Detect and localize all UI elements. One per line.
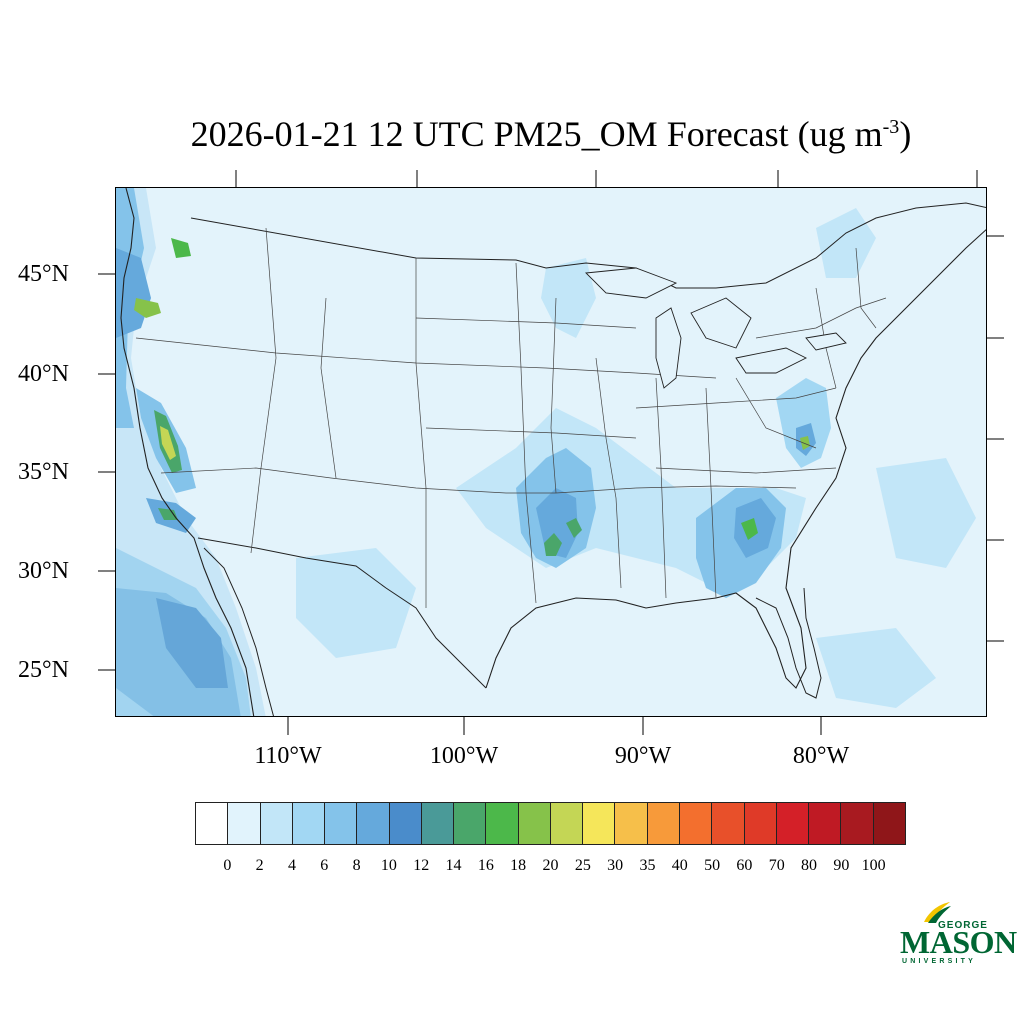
pacific-plume-inner (156, 598, 228, 688)
lon-label-90w: 90°W (614, 743, 672, 769)
colorbar-box (550, 803, 584, 844)
state-boundaries (135, 227, 887, 608)
colorbar-labels: 0 2 4 6 8 10 12 14 16 18 20 25 30 35 40 50 60 70 80 90 100 (195, 856, 906, 876)
colorbar-label: 20 (542, 857, 559, 874)
mexico-border (197, 537, 487, 689)
lon-label-110w: 110°W (254, 743, 322, 769)
map-canvas (116, 188, 986, 716)
colorbar-label: 70 (768, 857, 785, 874)
colorbar-box (292, 803, 326, 844)
colorbar-box (809, 803, 842, 844)
colorbar-label: 25 (574, 857, 591, 874)
colorbar-label: 14 (445, 857, 462, 874)
arklatex-green-2 (566, 518, 582, 538)
colorbar-box (260, 803, 293, 844)
colorbar-label: 40 (671, 857, 688, 874)
colorbar-box (744, 803, 777, 844)
logo-university-text: UNIVERSITY (902, 958, 977, 965)
colorbar-box (841, 803, 874, 844)
colorbar-label: 50 (704, 857, 721, 874)
lon-label-100w: 100°W (429, 743, 499, 769)
baja-coastline (203, 547, 274, 716)
colorbar-label: 16 (477, 857, 494, 874)
canada-border (190, 202, 986, 289)
colorbar-box (647, 803, 680, 844)
lat-label-45n: 45°N (18, 261, 69, 287)
colorbar-box (518, 803, 551, 844)
lat-label-30n: 30°N (18, 558, 69, 584)
logo-george-text: GEORGE (938, 920, 988, 931)
atlantic-patch (876, 458, 976, 568)
great-lakes-plume (541, 258, 596, 338)
florida-coastline (755, 587, 822, 699)
colorbar-label: 8 (352, 857, 361, 874)
colorbar-label: 18 (510, 857, 527, 874)
arklatex-green (544, 533, 562, 556)
colorbar-box (454, 803, 487, 844)
colorbar-box (679, 803, 713, 844)
colorbar-box (712, 803, 745, 844)
georgia-green (741, 518, 758, 540)
map-title: 2026-01-21 12 UTC PM25_OM Forecast (ug m… (0, 112, 1024, 156)
colorbar-label: 100 (861, 857, 886, 874)
colorbar-box (873, 803, 905, 844)
colorbar-box (615, 803, 648, 844)
colorbar-label: 30 (607, 857, 624, 874)
central-valley-hot (160, 426, 176, 460)
colorbar-box (583, 803, 616, 844)
colorbar-label: 80 (801, 857, 818, 874)
great-lakes (585, 267, 847, 389)
colorbar (195, 802, 906, 845)
lat-label-35n: 35°N (18, 459, 69, 485)
colorbar-box (196, 803, 229, 844)
forecast-map (115, 187, 987, 717)
gulf-coastline (485, 229, 986, 689)
caribbean-patch (816, 628, 936, 708)
colorbar-label: 12 (413, 857, 430, 874)
colorbar-label: 4 (287, 857, 296, 874)
west-coastline (120, 188, 255, 716)
colorbar-box (776, 803, 810, 844)
colorbar-box (357, 803, 390, 844)
mexico-patch (296, 548, 416, 658)
puget-green (171, 238, 191, 258)
colorbar-box (421, 803, 455, 844)
lon-label-80w: 80°W (792, 743, 850, 769)
colorbar-box (228, 803, 261, 844)
gmu-logo: GEORGE MASON UNIVERSITY (896, 900, 1017, 970)
lat-label-40n: 40°N (18, 361, 69, 387)
colorbar-box (486, 803, 519, 844)
pnw-green (134, 298, 161, 318)
colorbar-box (325, 803, 358, 844)
map-title-close: ) (899, 114, 912, 154)
colorbar-label: 0 (223, 857, 232, 874)
virginia-green (800, 436, 810, 450)
logo-mason-text: MASON (900, 924, 1017, 960)
logo-swoosh-icon (924, 902, 951, 923)
map-title-text: 2026-01-21 12 UTC PM25_OM Forecast (ug m (190, 114, 883, 154)
map-title-superscript: -3 (882, 116, 900, 138)
colorbar-label: 10 (380, 857, 397, 874)
colorbar-label: 60 (736, 857, 753, 874)
mid-atlantic-plume (776, 378, 831, 468)
colorbar-label: 35 (639, 857, 656, 874)
colorbar-label: 6 (320, 857, 329, 874)
colorbar-label: 90 (833, 857, 850, 874)
colorbar-box (389, 803, 422, 844)
colorbar-label: 2 (255, 857, 264, 874)
socal-green (158, 508, 178, 520)
lat-label-25n: 25°N (18, 657, 69, 683)
